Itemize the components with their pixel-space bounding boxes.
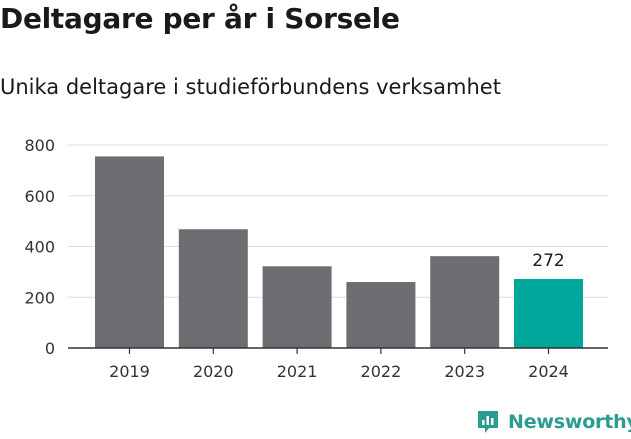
bars [95,156,583,348]
bar-chart: 0 200 400 600 800 2019 2020 2021 2022 2023 2024 27… [24,136,608,381]
y-tick-label: 600 [24,187,55,206]
x-tick-label: 2023 [444,362,485,381]
x-tick-label: 2021 [277,362,318,381]
chart-subtitle: Unika deltagare i studieförbundens verks… [0,75,501,99]
bar-2019 [95,156,164,348]
x-tick-label: 2019 [109,362,150,381]
x-tick-label: 2022 [361,362,402,381]
x-tick-label: 2024 [528,362,569,381]
bar-2020 [178,229,248,348]
bar-2022 [346,282,416,348]
y-tick-label: 800 [24,136,55,155]
x-tick-label: 2020 [193,362,234,381]
y-tick-label: 200 [24,288,55,307]
brand-name: Newsworthy [508,411,631,433]
newsworthy-logo: Newsworthy [476,409,631,435]
bar-2024 [514,278,583,348]
axes: 0 200 400 600 800 2019 2020 2021 2022 2023 2024 [24,136,608,381]
data-label: 272 [532,251,564,271]
data-labels: 272 [532,251,564,271]
y-tick-label: 400 [24,238,55,257]
y-tick-label: 0 [45,339,55,358]
newsworthy-logo-icon [478,411,498,433]
bar-2023 [430,256,500,348]
chart-title: Deltagare per år i Sorsele [0,2,400,35]
bar-2021 [262,266,332,348]
